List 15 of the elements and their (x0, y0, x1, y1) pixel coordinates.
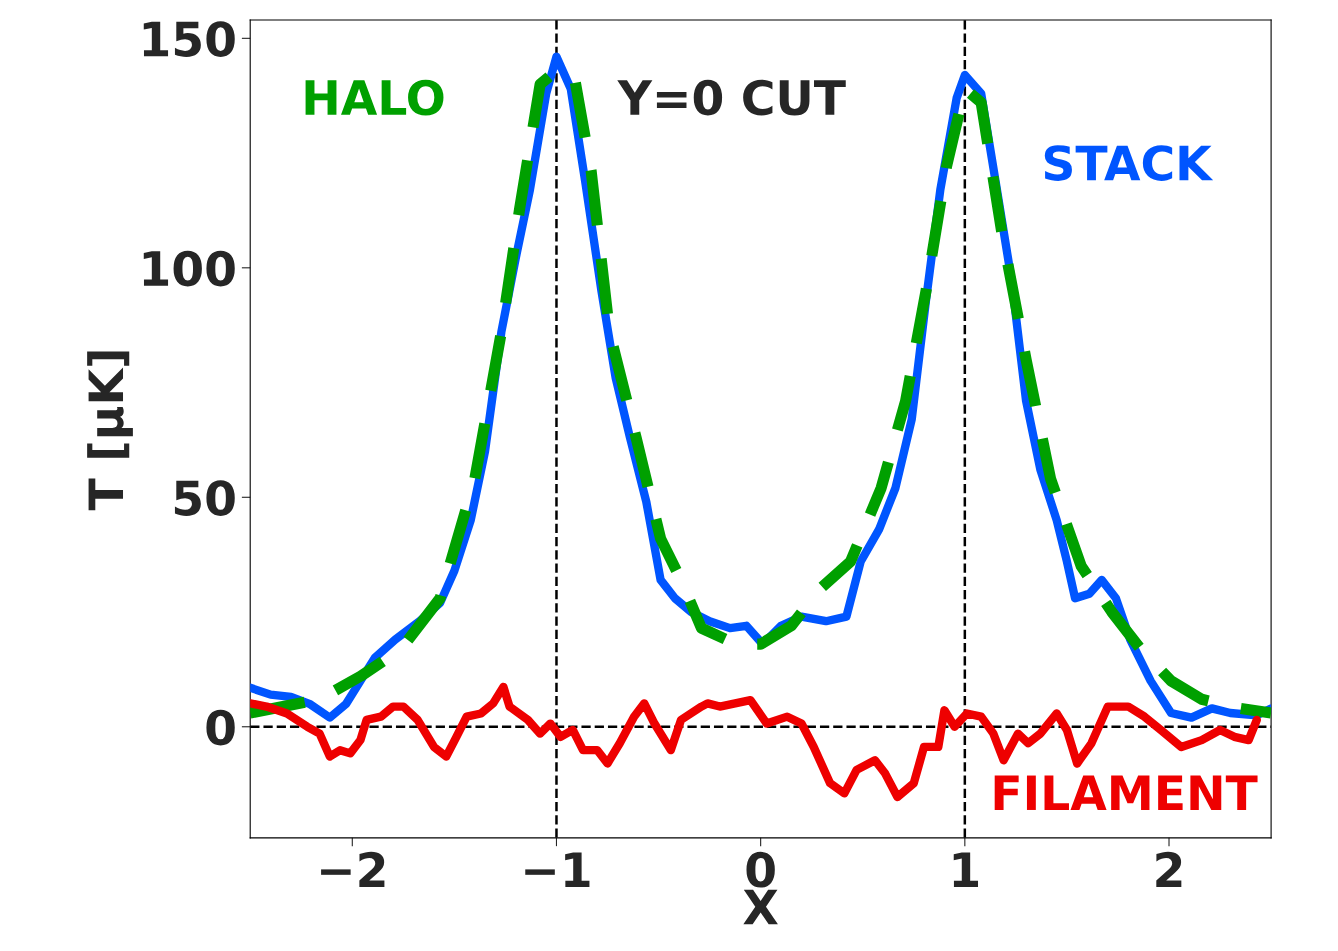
text: Y=0 CUT (617, 79, 846, 116)
y-tick-label: 0 (206, 709, 235, 746)
y-tick-label: 150 (143, 21, 235, 57)
x-tick-label: −1 (525, 852, 590, 887)
series-label: STACK (1044, 145, 1214, 181)
x-tick-label: 1 (953, 852, 979, 887)
series-label: FILAMENT (994, 775, 1258, 810)
x-tick-label: 2 (1156, 851, 1182, 887)
x-tick-label: −2 (321, 851, 385, 887)
y-tick-label: 50 (174, 480, 235, 516)
series-label: HALO (305, 79, 444, 116)
x-axis-title: X (743, 889, 778, 925)
y-tick-label: 100 (143, 250, 235, 287)
y-axis-title: T [μK] (87, 351, 133, 511)
x-tick-label: 0 (746, 851, 775, 888)
